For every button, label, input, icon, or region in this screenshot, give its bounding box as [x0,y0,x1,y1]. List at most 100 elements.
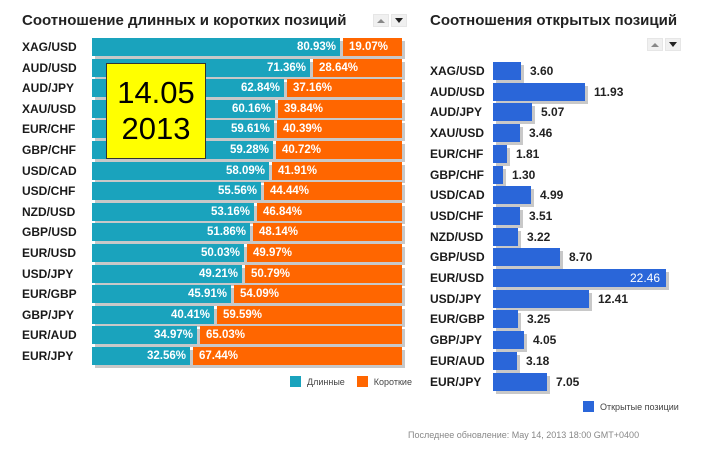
bar-short [264,182,402,201]
value-label: 12.41 [598,291,629,306]
bar-short [257,202,402,221]
value-label: 22.46 [629,271,660,285]
value-label-long: 40.41% [170,308,210,321]
value-label-long: 53.16% [210,205,250,218]
legend-label-long: Длинные [307,376,345,387]
pair-label: NZD/USD [22,204,76,219]
value-label: 4.05 [533,333,557,348]
value-label-short: 39.84% [284,102,324,115]
pair-label: XAU/USD [430,126,485,141]
value-label-long: 71.36% [266,61,306,74]
pair-label: XAG/USD [430,64,485,78]
value-label: 3.51 [529,208,553,223]
legend-label-short: Короткие [373,376,412,387]
bar-long [92,326,197,345]
value-label-long: 59.28% [229,144,269,156]
pair-label: GBP/USD [430,250,485,265]
value-label-long: 50.03% [200,247,240,259]
sort-up-icon[interactable] [647,38,663,51]
bar-open-positions [493,248,560,267]
left-sort-controls [373,14,407,27]
value-label-short: 65.03% [206,329,246,342]
left-legend: Длинные Короткие [278,376,412,387]
value-label-long: 45.91% [187,288,227,301]
date-overlay-year: 2013 [121,111,191,146]
pair-label: GBP/CHF [430,167,484,182]
pair-label: XAG/USD [22,40,77,54]
bar-open-positions [493,124,520,143]
bar-open-positions [493,289,589,308]
value-label-short: 46.84% [263,205,303,218]
pair-label: USD/CHF [22,184,76,199]
bar-short [217,305,402,324]
value-label-short: 54.09% [240,288,280,301]
bar-short [287,79,402,98]
pair-label: AUD/USD [22,60,77,75]
pair-label: EUR/GBP [430,312,485,327]
long-short-ratio-title: Соотношение длинных и коротких позиций [22,12,347,29]
value-label: 3.60 [530,64,554,78]
value-label-long: 55.56% [217,185,257,198]
value-label-long: 51.86% [206,226,246,239]
value-label-short: 40.39% [283,123,323,136]
bar-open-positions [493,103,532,122]
bar-long [92,182,261,201]
last-updated-text: Последнее обновление: May 14, 2013 18:00… [408,430,640,440]
bar-short [278,99,402,118]
bar-open-positions [493,82,585,101]
pair-label: EUR/USD [430,271,485,285]
right-sort-controls [647,38,681,51]
bar-open-positions [493,331,524,350]
pair-label: GBP/USD [22,225,77,240]
pair-label: EUR/AUD [430,353,485,368]
legend-item-short: Короткие [356,376,412,387]
pair-label: GBP/JPY [22,307,75,322]
bar-open-positions [493,269,666,287]
value-label-short: 59.59% [223,308,263,321]
value-label: 11.93 [594,84,624,99]
sort-up-icon[interactable] [373,14,389,27]
value-label: 3.46 [529,126,553,141]
value-label-long: 32.56% [146,350,186,362]
pair-label: EUR/JPY [430,374,482,389]
value-label: 5.07 [541,105,565,120]
value-label: 3.18 [526,353,550,368]
value-label-long: 59.61% [230,123,270,136]
pair-label: GBP/JPY [430,333,483,348]
value-label-short: 28.64% [319,61,359,74]
value-label-long: 60.16% [231,102,271,115]
bar-open-positions [493,310,518,329]
bar-short [253,223,402,242]
bar-open-positions [493,144,507,163]
pair-label: XAU/USD [22,101,77,116]
pair-label: USD/CHF [430,208,484,223]
date-overlay: 14.05 2013 [106,63,206,159]
pair-label: EUR/USD [22,246,77,260]
value-label: 3.22 [527,229,551,244]
pair-label: EUR/AUD [22,328,77,343]
value-label-short: 37.16% [293,82,333,95]
pair-label: EUR/GBP [22,287,77,302]
bar-open-positions [493,351,517,370]
bar-long [92,223,250,242]
date-overlay-day: 14.05 [117,75,195,110]
value-label-short: 50.79% [251,267,291,280]
pair-label: USD/CAD [22,163,77,178]
pair-label: GBP/CHF [22,143,76,157]
bar-short [193,347,402,365]
value-label-short: 44.44% [270,185,310,198]
value-label-long: 58.09% [225,164,265,177]
bar-long [92,244,244,262]
value-label: 4.99 [540,188,564,203]
right-legend: Открытые позиции [571,401,679,412]
value-label-short: 48.14% [259,226,299,239]
value-label-long: 62.84% [240,82,280,95]
sort-down-icon[interactable] [391,14,407,27]
pair-label: USD/JPY [22,266,74,281]
bar-short [343,38,402,56]
bar-open-positions [493,62,521,80]
pair-label: NZD/USD [430,229,484,244]
sort-down-icon[interactable] [665,38,681,51]
bar-short [272,161,402,180]
legend-item-long: Длинные [290,376,345,387]
